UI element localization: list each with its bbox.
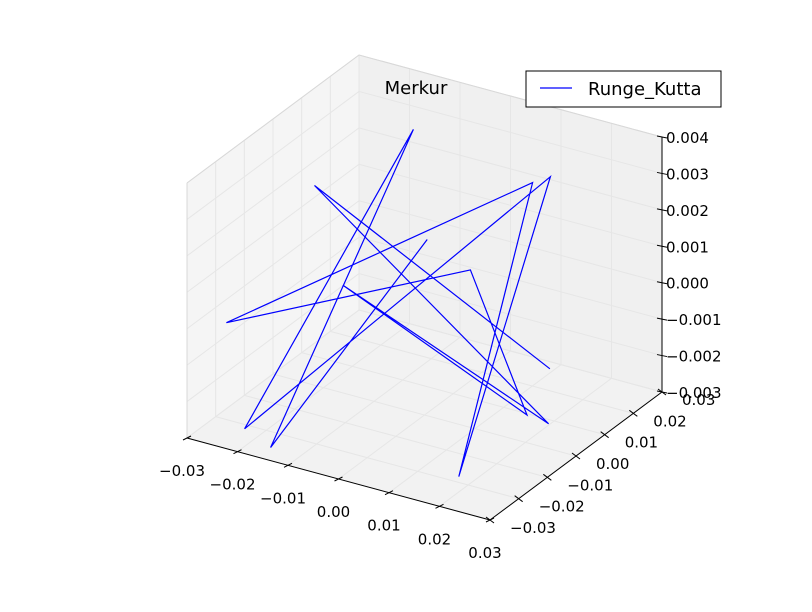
grid-floor-y bbox=[272, 373, 577, 457]
z-tick-label: 0.001 bbox=[666, 238, 709, 256]
grid-back-z bbox=[358, 273, 663, 357]
z-tick-mark bbox=[656, 317, 668, 321]
z-tick-mark bbox=[656, 135, 668, 139]
x-tick-mark bbox=[334, 476, 343, 482]
grid-left-z bbox=[186, 163, 360, 293]
x-tick-mark bbox=[384, 490, 394, 496]
grid-left-z bbox=[186, 91, 360, 220]
chart-title: Merkur bbox=[385, 78, 448, 99]
grid-floor-y bbox=[330, 330, 634, 414]
y-tick-label: −0.03 bbox=[510, 519, 556, 537]
grid-floor-y bbox=[244, 394, 548, 478]
z-tick-mark bbox=[656, 281, 668, 285]
grid-left-z bbox=[186, 127, 360, 257]
grid-back-z bbox=[358, 309, 663, 393]
z-tick-mark bbox=[656, 171, 668, 175]
z-tick-label: −0.002 bbox=[666, 348, 722, 366]
x-tick-mark bbox=[283, 462, 293, 468]
x-tick-label: 0.01 bbox=[367, 517, 400, 535]
y-tick-label: 0.01 bbox=[625, 434, 658, 452]
grid-left-z bbox=[186, 309, 360, 439]
legend: Runge_Kutta bbox=[525, 70, 722, 108]
axis-panes bbox=[187, 55, 662, 520]
z-tick-mark bbox=[656, 208, 668, 212]
z-tick-label: −0.003 bbox=[666, 384, 722, 402]
y-tick-label: −0.02 bbox=[539, 498, 585, 516]
y-tick-label: 0.03 bbox=[682, 391, 715, 409]
x-tick-label: −0.02 bbox=[210, 476, 256, 494]
x-tick-label: 0.02 bbox=[418, 530, 451, 548]
x-tick-mark bbox=[182, 435, 192, 441]
x-tick-label: −0.03 bbox=[159, 462, 205, 480]
series-group bbox=[226, 129, 552, 477]
grid-left-z bbox=[186, 273, 360, 402]
y-tick-mark bbox=[600, 431, 609, 439]
z-tick-mark bbox=[656, 244, 668, 248]
z-tick-label: 0.003 bbox=[666, 165, 709, 183]
grid-left-z bbox=[186, 200, 360, 330]
y-tick-label: 0.00 bbox=[596, 455, 629, 473]
grid-back-z bbox=[358, 90, 663, 174]
grid-floor-y bbox=[301, 352, 605, 436]
z-tick-mark bbox=[656, 390, 668, 394]
x-tick-mark bbox=[233, 449, 242, 455]
grid-back-z bbox=[358, 236, 663, 320]
legend-label-runge-kutta: Runge_Kutta bbox=[588, 79, 701, 100]
z-tick-mark bbox=[656, 354, 668, 358]
y-tick-mark bbox=[571, 452, 581, 460]
z-tick-label: −0.001 bbox=[666, 311, 722, 329]
y-tick-mark bbox=[485, 516, 495, 524]
series-line-runge-kutta bbox=[226, 129, 552, 477]
grid-back-z bbox=[358, 127, 663, 211]
axis-ticks: −0.03−0.02−0.010.000.010.020.03−0.03−0.0… bbox=[159, 129, 722, 562]
y-tick-label: 0.02 bbox=[653, 412, 686, 430]
legend-box bbox=[525, 70, 722, 108]
y-tick-mark bbox=[543, 473, 552, 481]
y-tick-label: −0.01 bbox=[567, 476, 613, 494]
z-tick-label: 0.000 bbox=[666, 275, 709, 293]
z-tick-label: 0.002 bbox=[666, 202, 709, 220]
x-tick-label: −0.01 bbox=[260, 489, 306, 507]
pane-edge bbox=[186, 54, 663, 184]
z-tick-label: 0.004 bbox=[666, 129, 709, 147]
grid-floor-y bbox=[215, 416, 519, 500]
y-tick-mark bbox=[629, 409, 638, 417]
x-tick-mark bbox=[435, 503, 444, 509]
grid-back-z bbox=[358, 163, 663, 247]
x-tick-label: 0.03 bbox=[468, 544, 501, 562]
grid-back-z bbox=[358, 200, 663, 284]
y-tick-mark bbox=[514, 495, 523, 503]
x-tick-label: 0.00 bbox=[317, 503, 350, 521]
